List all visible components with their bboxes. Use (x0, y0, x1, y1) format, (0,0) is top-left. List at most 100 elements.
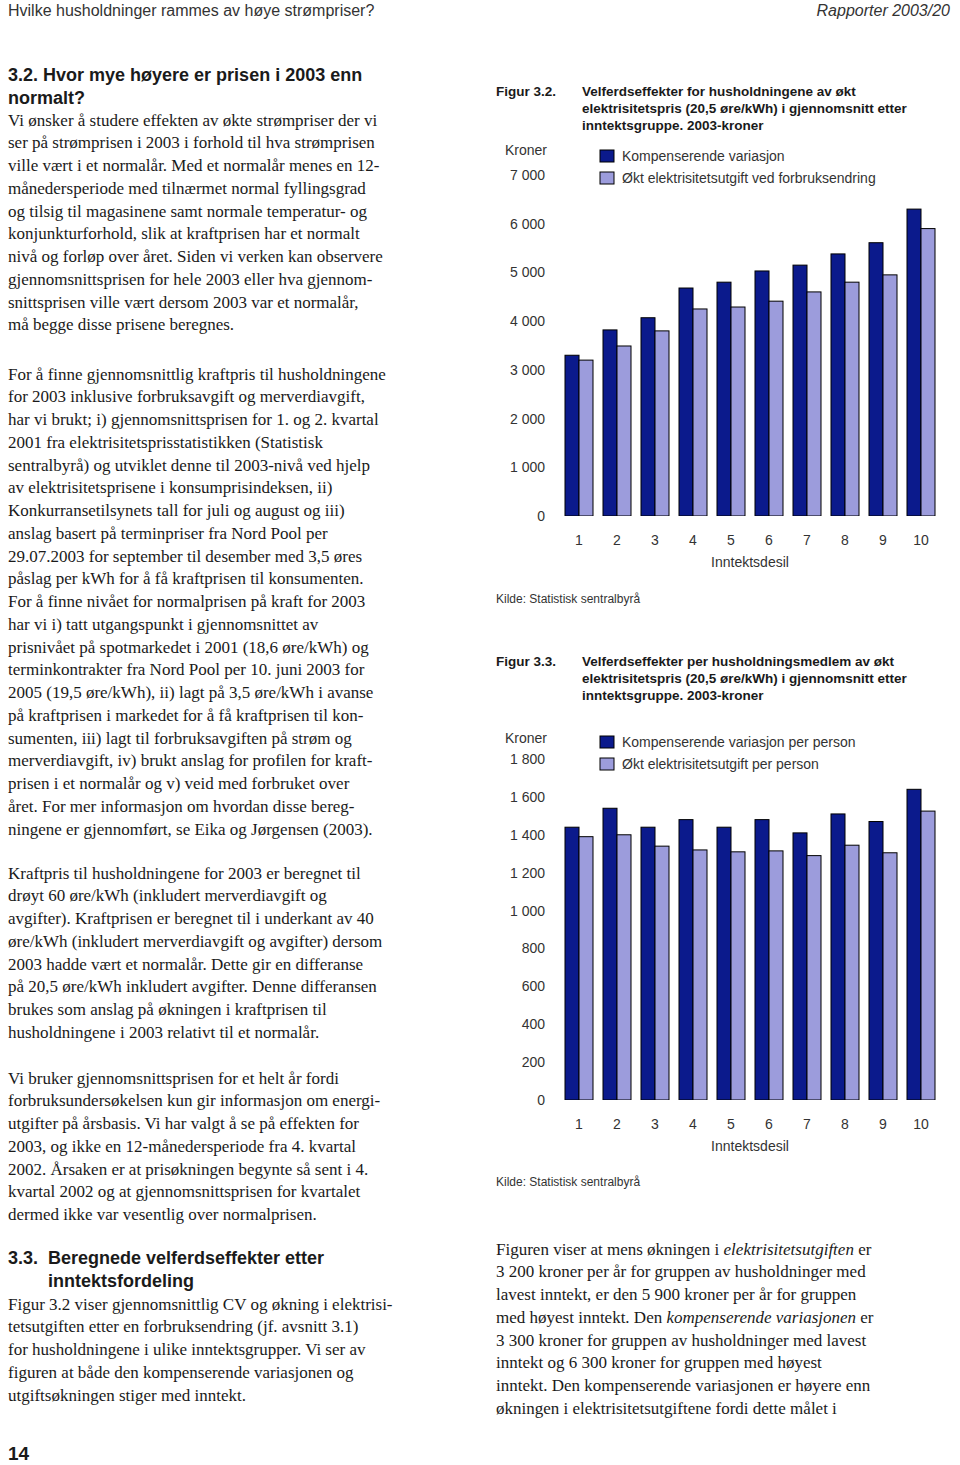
x-tick-label: 6 (765, 532, 773, 548)
bar (717, 282, 731, 516)
text-run: med høyest inntekt. Den (496, 1308, 666, 1327)
y-tick (558, 1024, 560, 1025)
bar (845, 845, 859, 1100)
x-tick-label: 1 (575, 532, 583, 548)
chart-title: Velferdseffekter for husholdningene av ø… (582, 83, 954, 134)
text-line: sentralbyrå) og utviklet denne til 2003-… (8, 454, 370, 477)
bar (869, 822, 883, 1100)
y-tick (558, 986, 560, 987)
x-axis-label: Inntektsdesil (711, 554, 789, 570)
text-line: tetsutgiften etter en forbruksendring (j… (8, 1315, 358, 1338)
legend-label: Økt elektrisitetsutgift ved forbruksendr… (622, 170, 876, 186)
y-tick (558, 418, 560, 419)
bar (755, 271, 769, 516)
x-tick-label: 3 (651, 1116, 659, 1132)
bar (921, 811, 935, 1100)
chart: Kroner02004006008001 0001 2001 4001 6001… (505, 730, 935, 1154)
y-tick-label: 4 000 (510, 313, 545, 329)
y-tick (558, 759, 560, 760)
legend-label: Kompenserende variasjon per person (622, 734, 855, 750)
y-tick (558, 321, 560, 322)
text-line: 3 200 kroner per år for gruppen av husho… (496, 1260, 866, 1283)
text-line: har vi i) tatt utgangspunkt i gjennomsni… (8, 613, 318, 636)
bars (565, 209, 935, 516)
x-tick-label: 5 (727, 532, 735, 548)
page: Hvilke husholdninger rammes av høye strø… (0, 0, 960, 1465)
y-tick-label: 200 (522, 1054, 546, 1070)
source-note: Kilde: Statistisk sentralbyrå (496, 592, 640, 606)
bar (565, 827, 579, 1100)
text-line: konjunkturforhold, slik at kraftprisen h… (8, 222, 360, 245)
heading-text: Beregnede velferdseffekter etter (48, 1248, 324, 1268)
legend: Kompenserende variasjon Økt elektrisitets… (600, 148, 876, 186)
y-axis-label: Kroner (505, 730, 547, 746)
legend-label: Økt elektrisitetsutgift per person (622, 756, 819, 772)
y-tick-label: 1 400 (510, 827, 545, 843)
text-line: 2005 (19,5 øre/kWh), ii) lagt på 3,5 øre… (8, 681, 373, 704)
y-tick-label: 1 200 (510, 865, 545, 881)
bars (565, 789, 935, 1100)
running-header: Rapporter 2003/20 (817, 2, 950, 20)
text-line: Vi ønsker å studere effekten av økte str… (8, 109, 377, 132)
bar (731, 852, 745, 1100)
bar (579, 837, 593, 1100)
text-line: brukes som anslag på økningen i kraftpri… (8, 998, 327, 1021)
y-tick (558, 223, 560, 224)
legend-label: Kompenserende variasjon (622, 148, 785, 164)
bar (769, 851, 783, 1100)
text-line: påslag per kWh for å få kraftprisen til … (8, 567, 363, 590)
x-tick-label: 6 (765, 1116, 773, 1132)
chart: Kroner01 0002 0003 0004 0005 0006 0007 0… (505, 142, 935, 570)
y-tick-label: 1 000 (510, 903, 545, 919)
x-tick-label: 8 (841, 1116, 849, 1132)
x-tick-label: 9 (879, 532, 887, 548)
text-line: ser på strømprisen i 2003 i forhold til … (8, 131, 375, 154)
heading-text: Hvor mye høyere er prisen i 2003 enn (43, 65, 362, 85)
text-line: for husholdningene i ulike inntektsgrupp… (8, 1338, 366, 1361)
y-tick (558, 910, 560, 911)
x-tick-label: 1 (575, 1116, 583, 1132)
bar (907, 789, 921, 1100)
text-line: nivå og forløp over året. Siden vi verke… (8, 245, 383, 268)
text-line: av elektrisitetsprisene i konsumprisinde… (8, 476, 332, 499)
text-run: er (856, 1308, 873, 1327)
text-line: snittsprisen ville vært dersom 2003 var … (8, 291, 359, 314)
text-line: terminkontrakter fra Nord Pool per 10. j… (8, 658, 364, 681)
x-tick-label: 8 (841, 532, 849, 548)
text-line: må begge disse prisene beregnes. (8, 313, 234, 336)
bar (641, 827, 655, 1100)
page-number: 14 (8, 1443, 29, 1465)
bar (565, 355, 579, 516)
text-line: 29.07.2003 for september til desember me… (8, 545, 362, 568)
text-line: Kraftpris til husholdningene for 2003 er… (8, 862, 361, 885)
charts-layer: Kroner01 0002 0003 0004 0005 0006 0007 0… (0, 0, 960, 1465)
y-axis-label: Kroner (505, 142, 547, 158)
bar (617, 835, 631, 1100)
x-tick-label: 7 (803, 1116, 811, 1132)
y-tick-label: 0 (537, 508, 545, 524)
text-line: ningene er gjennomført, se Eika og Jørge… (8, 818, 373, 841)
text-line: forbruksundersøkelsen kun gir informasjo… (8, 1089, 380, 1112)
x-tick-label: 7 (803, 532, 811, 548)
legend-swatch (600, 172, 614, 184)
bar (883, 853, 897, 1100)
y-tick-label: 800 (522, 940, 546, 956)
section-heading: 3.2.Hvor mye høyere er prisen i 2003 enn (8, 64, 362, 86)
x-tick-label: 10 (913, 1116, 929, 1132)
y-tick-label: 3 000 (510, 362, 545, 378)
text-line: For å finne nivået for normalprisen på k… (8, 590, 365, 613)
text-line: gjennomsnittsprisen for hele 2003 eller … (8, 268, 372, 291)
text-line: for 2003 inklusive forbruksavgift og mer… (8, 385, 365, 408)
y-tick-label: 5 000 (510, 264, 545, 280)
x-tick-label: 5 (727, 1116, 735, 1132)
bar (793, 265, 807, 516)
bar (869, 243, 883, 516)
x-tick-label: 3 (651, 532, 659, 548)
y-tick (558, 1100, 560, 1101)
bar (755, 820, 769, 1100)
y-tick-label: 1 600 (510, 789, 545, 805)
text-line: 2001 fra elektrisitetsprisstatistikken (… (8, 431, 323, 454)
x-tick-label: 2 (613, 532, 621, 548)
bar (807, 856, 821, 1100)
section-number: 3.2. (8, 64, 38, 86)
